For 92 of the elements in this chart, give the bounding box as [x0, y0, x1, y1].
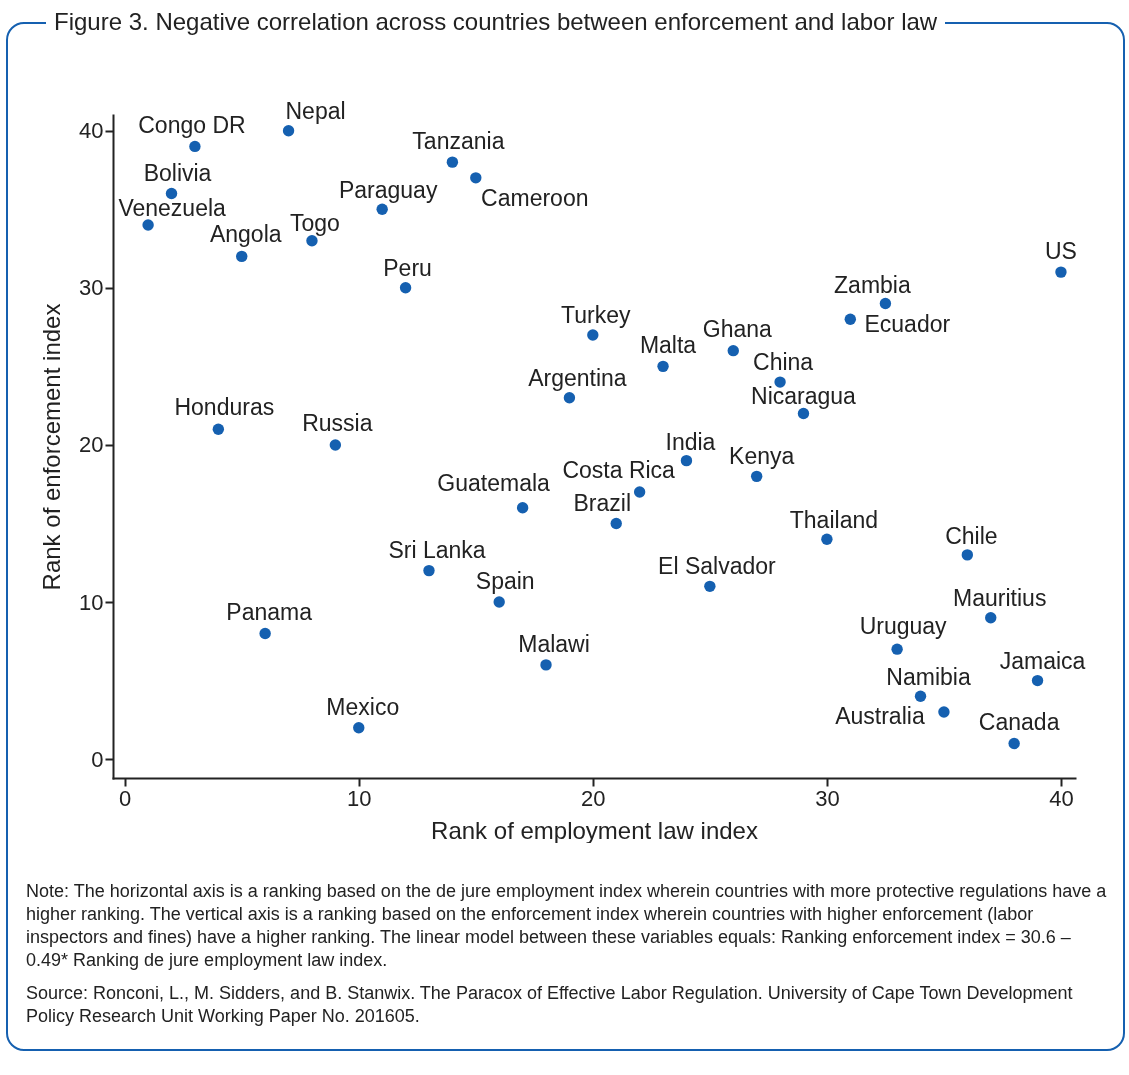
annotation: Russia [302, 409, 373, 436]
point [446, 156, 459, 168]
point [329, 439, 342, 451]
annotation: Uruguay [859, 613, 948, 640]
point [750, 470, 763, 483]
annotation: Tanzania [412, 128, 505, 155]
point [879, 297, 892, 310]
point [727, 344, 739, 357]
point [540, 659, 552, 671]
annotation: Panama [226, 599, 313, 626]
point [423, 564, 435, 577]
point [914, 690, 927, 702]
annotation: Thailand [789, 507, 879, 534]
y-tick-label: 30 [79, 275, 104, 301]
x-tick-label: 10 [347, 785, 372, 811]
annotation: India [665, 428, 716, 455]
x-tick-label: 0 [119, 785, 132, 811]
x-tick-label: 40 [1049, 785, 1074, 811]
point [353, 722, 365, 734]
point [259, 627, 271, 640]
point [189, 140, 201, 153]
y-tick-label: 20 [79, 432, 104, 458]
point [470, 172, 482, 184]
annotation: Honduras [174, 394, 275, 421]
annotation: Venezuela [118, 194, 227, 221]
point [821, 533, 833, 545]
y-tick-label: 0 [91, 746, 104, 772]
point [610, 517, 622, 530]
point [142, 219, 154, 231]
annotation: Sri Lanka [388, 536, 486, 563]
point [844, 313, 856, 325]
annotation: Nicaragua [751, 382, 857, 409]
annotation: Spain [475, 568, 535, 595]
point [1031, 674, 1044, 687]
point [306, 235, 318, 247]
annotation: Jamaica [999, 647, 1086, 674]
y-axis-title: Rank of enforcement index [38, 303, 66, 591]
y-tick-label: 10 [79, 589, 104, 615]
y-tick-label: 40 [79, 118, 104, 144]
point [680, 454, 693, 467]
point [376, 203, 388, 215]
chart-title: Figure 3. Negative correlation across countries between enforcement and labor law [46, 8, 946, 36]
point [1008, 737, 1020, 750]
annotation: Angola [209, 221, 282, 248]
annotation: Brazil [573, 490, 631, 517]
annotation: Canada [978, 709, 1060, 736]
point [938, 706, 950, 718]
annotation: Cameroon [481, 184, 589, 211]
annotation: El Salvador [658, 553, 777, 580]
x-axis-title: Rank of employment law index [431, 816, 758, 844]
annotation: Bolivia [143, 159, 212, 186]
point [236, 250, 248, 263]
x-tick-label: 20 [581, 785, 606, 811]
point [516, 502, 529, 514]
point [212, 423, 225, 435]
annotation: Turkey [561, 301, 632, 328]
annotation: Mexico [326, 693, 400, 720]
annotation: Mauritius [953, 584, 1047, 611]
annotation: China [753, 349, 814, 376]
annotation: Nepal [285, 97, 346, 124]
point [891, 643, 903, 655]
point [399, 282, 412, 294]
point [633, 486, 646, 498]
annotation: US [1044, 238, 1077, 265]
annotation: Chile [945, 522, 998, 549]
point [1055, 266, 1067, 278]
annotation: Paraguay [338, 177, 438, 204]
annotation: Kenya [729, 443, 795, 470]
annotation: Argentina [528, 364, 627, 391]
point [961, 549, 974, 561]
point [282, 125, 295, 137]
annotation: Togo [290, 209, 340, 236]
annotation: Ghana [702, 315, 772, 342]
annotation: Congo DR [138, 112, 246, 139]
annotation: Namibia [886, 664, 971, 691]
annotation: Malawi [518, 630, 590, 657]
point [563, 392, 576, 404]
annotation: Zambia [834, 271, 911, 298]
point [587, 329, 599, 341]
annotation: Ecuador [864, 311, 951, 338]
annotation: Australia [835, 703, 925, 730]
annotation: Guatemala [437, 469, 551, 496]
source-note: Source: Ronconi, L., M. Sidders, and B. Stanwix. The Paracox of Effective Labor Regulation. University of Cape Town Development Policy Research Unit Working Paper No. 201605. [26, 982, 1074, 1028]
annotation: Malta [639, 332, 697, 359]
point [493, 596, 505, 608]
annotation: Peru [383, 254, 432, 281]
point [985, 612, 997, 624]
x-tick-label: 30 [815, 785, 840, 811]
point [704, 580, 716, 593]
text: Note: The horizontal axis is a ranking based on the de jure employment index wherein countries with more protective regulations have a higher ranking. The vertical axis is a ranking based on the enforcement index wherein countries with higher enforcement (labor inspectors and fines) have a higher ranking. The linear model between these variables equals: Ranking enforcement index = 30.6 – 0.49* Ranking de jure employment law index. [26, 880, 1108, 972]
annotation: Costa Rica [562, 457, 676, 484]
point [657, 360, 669, 373]
